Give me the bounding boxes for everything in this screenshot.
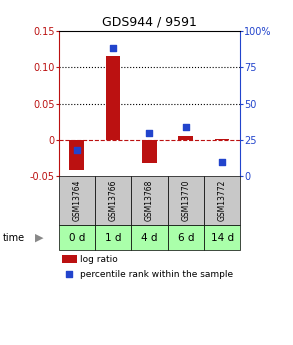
Text: log ratio: log ratio [80,255,118,264]
Text: 6 d: 6 d [178,233,194,243]
Title: GDS944 / 9591: GDS944 / 9591 [102,16,197,29]
Bar [168,225,204,250]
Bar [168,176,204,225]
Text: 14 d: 14 d [211,233,234,243]
Bar [106,57,120,140]
Bar [131,176,168,225]
Point [111,46,115,51]
Point [147,130,152,136]
Text: 1 d: 1 d [105,233,121,243]
Bar [59,176,95,225]
Text: GSM13768: GSM13768 [145,180,154,221]
Bar [69,140,84,170]
Bar [95,225,131,250]
Text: ▶: ▶ [35,233,44,243]
Point [74,147,79,153]
Bar [178,136,193,140]
Text: time: time [3,233,25,243]
Point [220,159,224,165]
Bar [204,176,240,225]
Point [67,272,72,277]
Text: GSM13766: GSM13766 [109,180,117,221]
Bar [204,225,240,250]
Point [183,124,188,130]
Text: 4 d: 4 d [141,233,158,243]
Bar [62,255,77,264]
Text: GSM13772: GSM13772 [218,180,226,221]
Text: percentile rank within the sample: percentile rank within the sample [80,270,234,279]
Bar [95,176,131,225]
Bar [131,225,168,250]
Bar [59,225,95,250]
Text: GSM13770: GSM13770 [181,180,190,221]
Text: GSM13764: GSM13764 [72,180,81,221]
Bar [215,139,229,140]
Bar [142,140,157,163]
Text: 0 d: 0 d [69,233,85,243]
